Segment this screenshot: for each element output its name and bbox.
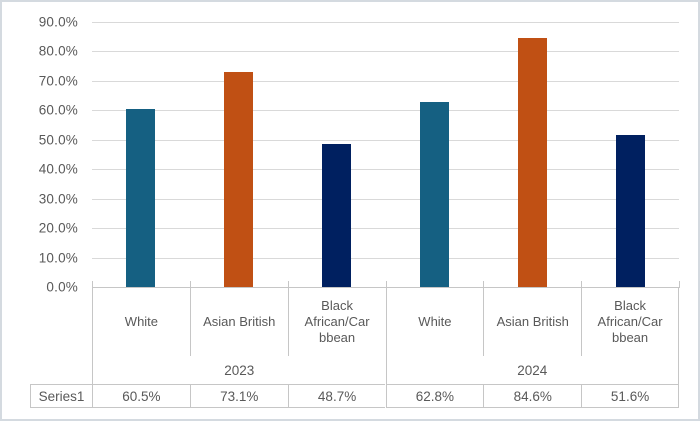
gridline-70 [92, 80, 679, 82]
table-year-cell: 2024 [385, 356, 679, 384]
table-value-cell: 73.1% [189, 384, 288, 408]
table-value-cell: 84.6% [483, 384, 582, 408]
table-value-cell: 48.7% [287, 384, 386, 408]
y-tick-label: 60.0% [38, 102, 78, 118]
table-category-cell: Black African/Car bbean [287, 287, 386, 356]
y-tick-label: 30.0% [38, 191, 78, 207]
table-year-cell: 2023 [92, 356, 386, 384]
axis-tick [189, 281, 191, 287]
axis-tick [287, 281, 289, 287]
y-tick-label: 80.0% [38, 43, 78, 59]
y-tick-label: 40.0% [38, 161, 78, 177]
gridline-90 [92, 22, 679, 23]
table-value-cell: 62.8% [385, 384, 484, 408]
axis-tick [385, 281, 387, 287]
table-series-name-cell: Series1 [30, 384, 92, 408]
bar-2023-0 [126, 108, 156, 287]
y-tick-label: 90.0% [38, 14, 78, 30]
bar-2023-1 [224, 71, 254, 287]
axis-tick [483, 281, 485, 287]
y-tick-label: 20.0% [38, 220, 78, 236]
gridline-30 [92, 198, 679, 200]
y-tick-label: 70.0% [38, 73, 78, 89]
gridline-60 [92, 110, 679, 112]
table-value-cell: 51.6% [581, 384, 679, 408]
axis-tick [679, 281, 680, 287]
bar-2024-2 [615, 135, 645, 287]
gridline-80 [92, 51, 679, 53]
y-tick-label: 50.0% [38, 132, 78, 148]
table-category-cell: Asian British [483, 287, 581, 356]
axis-tick [581, 281, 583, 287]
bar-2024-0 [419, 102, 449, 287]
table-value-cell: 60.5% [92, 384, 190, 408]
table-category-cell: Black African/Car bbean [581, 287, 679, 356]
bar-2023-2 [322, 143, 352, 287]
axis-tick [92, 281, 93, 287]
table-category-cell: White [385, 287, 484, 356]
table-category-cell: White [92, 287, 190, 356]
gridline-20 [92, 228, 679, 230]
gridline-50 [92, 139, 679, 141]
table-category-cell: Asian British [189, 287, 288, 356]
gridline-40 [92, 169, 679, 171]
y-tick-label: 0.0% [46, 279, 78, 295]
gridline-10 [92, 257, 679, 259]
y-tick-label: 10.0% [38, 250, 78, 266]
bar-2024-1 [517, 37, 547, 287]
